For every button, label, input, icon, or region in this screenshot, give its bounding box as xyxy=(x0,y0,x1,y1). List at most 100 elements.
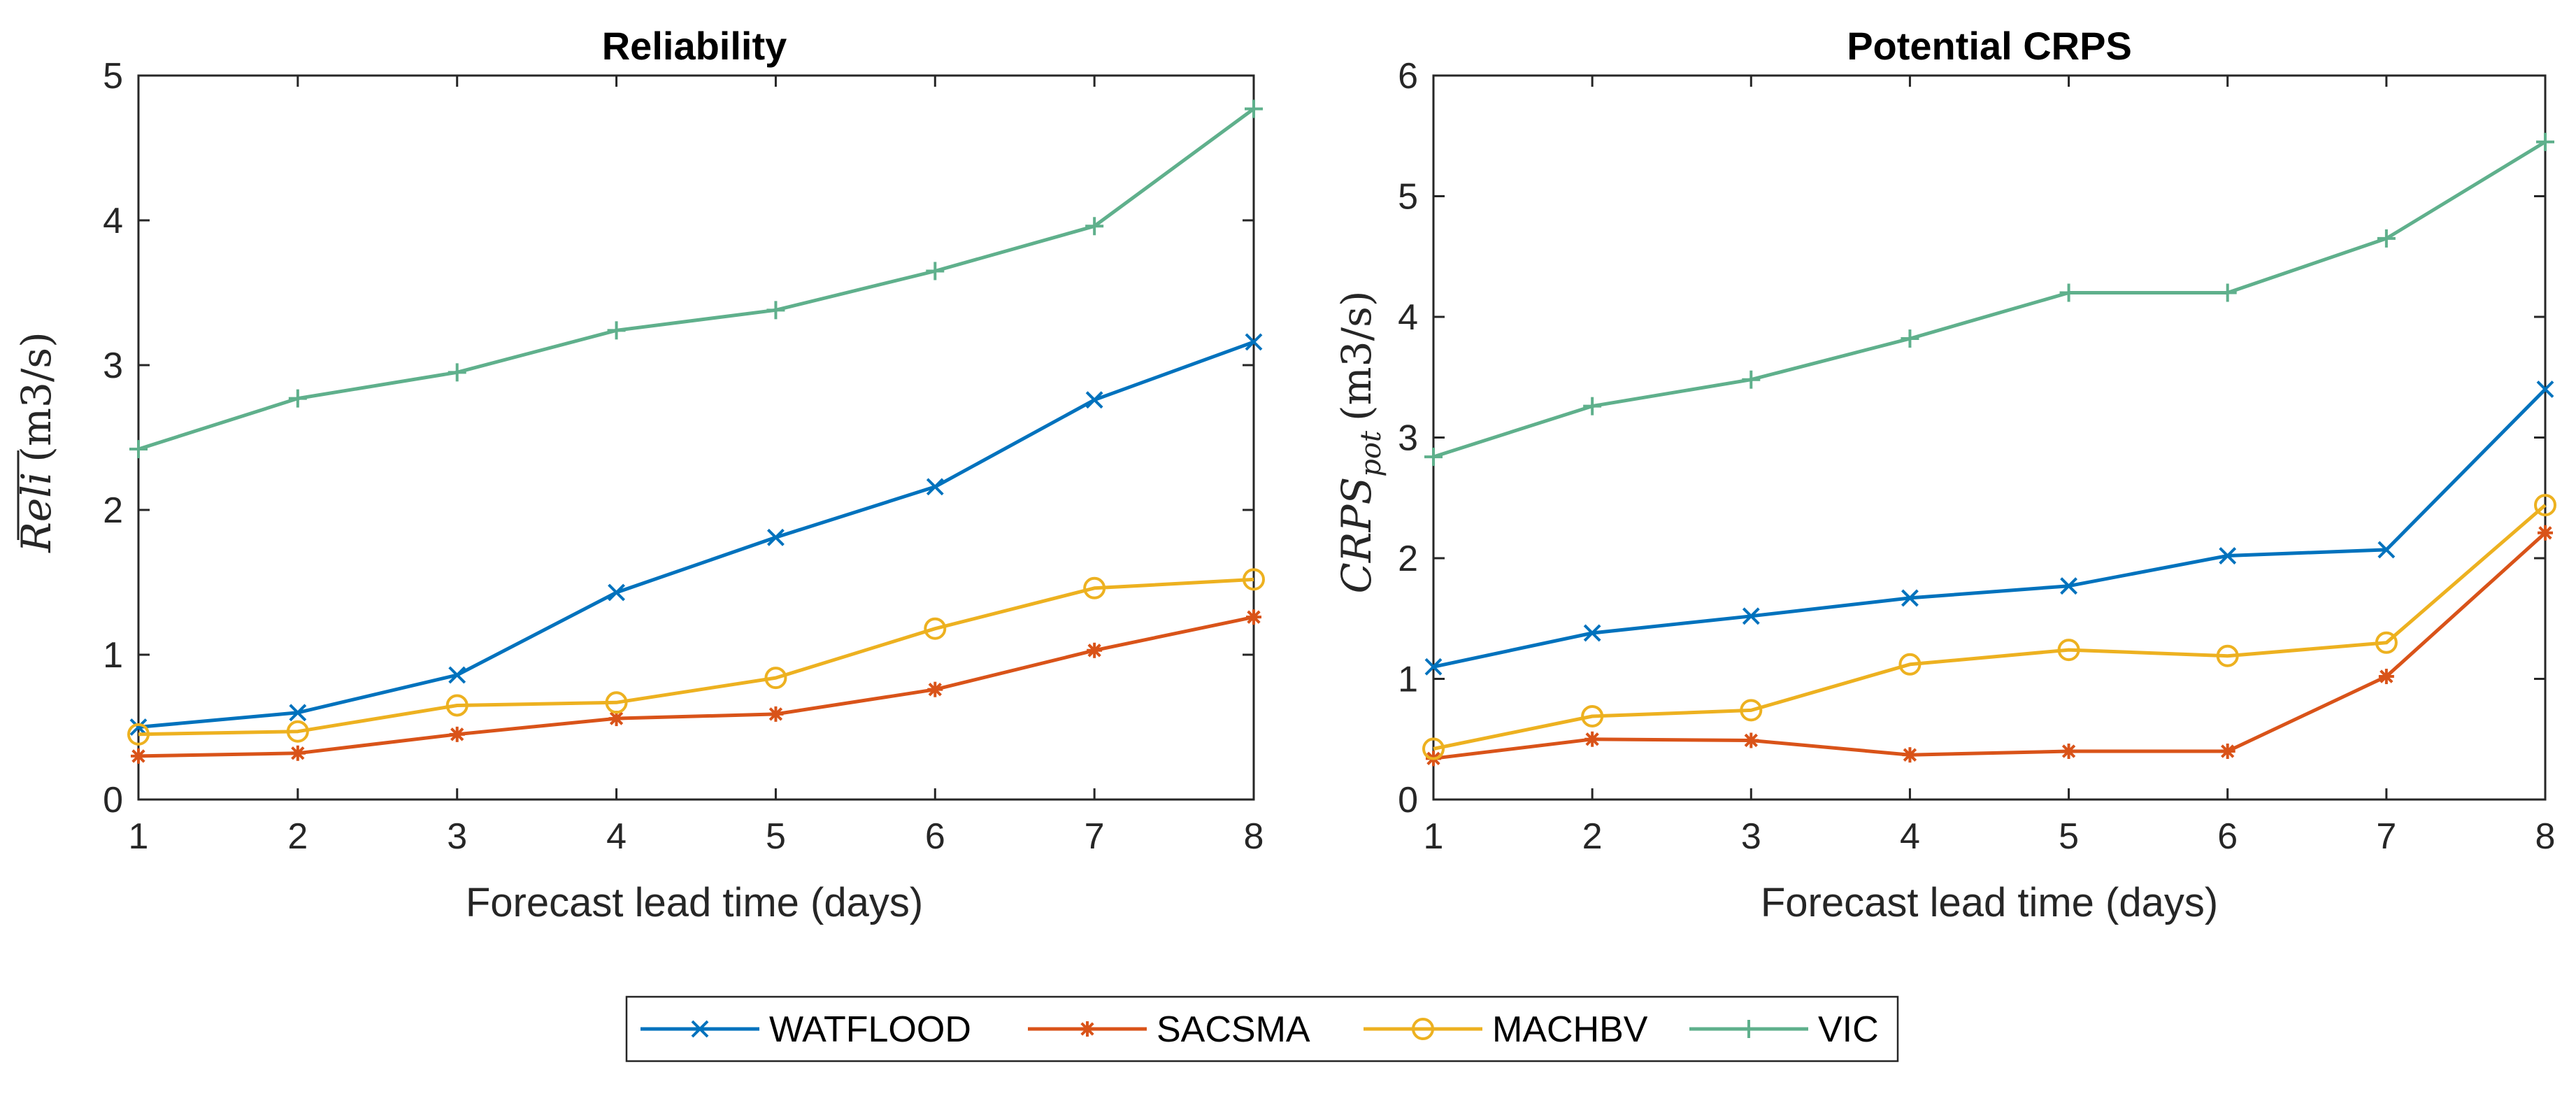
legend-label-watflood: WATFLOOD xyxy=(769,1009,971,1050)
x-tick-label: 8 xyxy=(2535,816,2556,857)
legend-marker-sacsma xyxy=(1080,1021,1095,1037)
y-tick-label: 3 xyxy=(1398,418,1418,459)
data-point-vic xyxy=(129,440,148,459)
series-sacsma xyxy=(131,609,1261,764)
data-point-sacsma xyxy=(289,745,306,761)
series-watflood xyxy=(129,333,1263,736)
data-point-sacsma xyxy=(1087,642,1103,658)
legend-label-machbv: MACHBV xyxy=(1492,1009,1648,1050)
y-axis-label-sub: pot xyxy=(1355,430,1387,477)
y-tick-label: 5 xyxy=(103,56,123,97)
y-tick-label: 0 xyxy=(1398,780,1418,820)
data-point-vic xyxy=(1424,448,1443,467)
x-axis-label: Forecast lead time (days) xyxy=(1761,880,2218,925)
data-point-sacsma xyxy=(2061,744,2077,759)
y-tick-label: 0 xyxy=(103,780,123,820)
data-point-vic xyxy=(607,321,626,340)
series-line-machbv xyxy=(1433,504,2547,751)
data-point-sacsma xyxy=(1902,747,1918,763)
data-point-watflood xyxy=(1245,333,1263,351)
x-tick-label: 6 xyxy=(925,816,945,857)
legend-marker-machbv xyxy=(1412,1018,1434,1040)
data-point-machbv xyxy=(445,694,468,717)
data-point-vic xyxy=(1085,217,1104,236)
series-machbv xyxy=(127,568,1265,746)
y-tick-label: 1 xyxy=(103,635,123,676)
series-line-watflood xyxy=(1433,388,2547,669)
y-axis-label: CRPSpot (m3/s) xyxy=(1333,290,1387,593)
y-axis-label-unit: (m3/s) xyxy=(1333,290,1380,420)
data-point-machbv xyxy=(1581,704,1604,727)
data-point-watflood xyxy=(1424,658,1443,676)
data-point-vic xyxy=(1583,397,1602,415)
x-tick-label: 2 xyxy=(1582,816,1603,857)
data-point-machbv xyxy=(1083,576,1106,599)
series-line-vic xyxy=(1433,140,2547,459)
data-point-machbv xyxy=(1740,699,1763,722)
x-tick-label: 4 xyxy=(606,816,627,857)
data-point-sacsma xyxy=(1246,609,1261,625)
series-line-sacsma xyxy=(1433,531,2547,760)
data-point-watflood xyxy=(2377,541,2396,559)
data-point-vic xyxy=(1245,99,1263,118)
data-point-watflood xyxy=(926,478,944,496)
data-point-watflood xyxy=(1901,589,1919,607)
svg-text:Reli(m3/s): Reli (m3/s) xyxy=(13,332,60,553)
y-tick-label: 2 xyxy=(1398,539,1418,579)
series-sacsma xyxy=(1426,525,2553,767)
legend-item-watflood: WATFLOOD xyxy=(641,1009,971,1050)
legend-marker-vic xyxy=(1740,1020,1758,1038)
data-point-vic xyxy=(2377,229,2396,248)
data-point-sacsma xyxy=(2378,669,2394,685)
data-point-vic xyxy=(2536,132,2554,151)
data-point-machbv xyxy=(1898,653,1922,676)
data-point-watflood xyxy=(129,718,148,736)
series-vic xyxy=(1424,132,2554,467)
data-point-vic xyxy=(1742,370,1761,389)
legend-label-sacsma: SACSMA xyxy=(1157,1009,1310,1050)
legend-box xyxy=(625,995,1899,1063)
data-point-sacsma xyxy=(131,748,146,764)
plot-frame xyxy=(1432,74,2547,801)
y-tick-label: 4 xyxy=(103,201,123,241)
data-point-machbv xyxy=(127,723,150,746)
data-point-machbv xyxy=(2216,644,2239,667)
x-tick-label: 3 xyxy=(1741,816,1761,857)
legend-item-machbv: MACHBV xyxy=(1364,1009,1648,1050)
data-point-watflood xyxy=(2219,547,2237,564)
y-tick-label: 1 xyxy=(1398,660,1418,700)
data-point-machbv xyxy=(605,691,628,714)
x-tick-label: 3 xyxy=(447,816,467,857)
data-point-machbv xyxy=(2057,639,2080,662)
data-point-watflood xyxy=(608,583,625,602)
data-point-machbv xyxy=(2534,494,2556,517)
data-point-vic xyxy=(766,301,785,320)
series-line-sacsma xyxy=(138,615,1254,758)
data-point-sacsma xyxy=(1743,732,1759,748)
y-axis-label-main: CRPS xyxy=(1333,477,1380,594)
y-axis-label-main: Reli xyxy=(13,472,60,553)
data-point-watflood xyxy=(1085,391,1103,409)
x-tick-label: 7 xyxy=(2376,816,2396,857)
data-point-vic xyxy=(288,389,307,408)
legend-item-vic: VIC xyxy=(1689,1009,1879,1050)
data-point-watflood xyxy=(767,528,785,546)
data-point-vic xyxy=(2218,283,2237,302)
y-tick-label: 6 xyxy=(1398,56,1418,97)
data-point-vic xyxy=(1901,329,1919,348)
data-point-watflood xyxy=(289,704,307,722)
potential-crps-chart: Potential CRPS Forecast lead time (days)… xyxy=(1333,24,2556,925)
data-point-machbv xyxy=(1422,737,1445,760)
data-point-watflood xyxy=(448,666,466,684)
series-vic xyxy=(129,99,1263,459)
data-point-machbv xyxy=(1243,568,1265,591)
y-tick-label: 3 xyxy=(103,346,123,386)
data-point-sacsma xyxy=(1584,731,1601,747)
legend-item-sacsma: SACSMA xyxy=(1028,1009,1310,1050)
data-point-watflood xyxy=(2060,577,2077,595)
x-tick-label: 5 xyxy=(2059,816,2079,857)
data-point-vic xyxy=(448,363,466,382)
data-point-machbv xyxy=(764,667,787,690)
data-point-vic xyxy=(2059,283,2078,302)
data-point-watflood xyxy=(1583,624,1601,642)
